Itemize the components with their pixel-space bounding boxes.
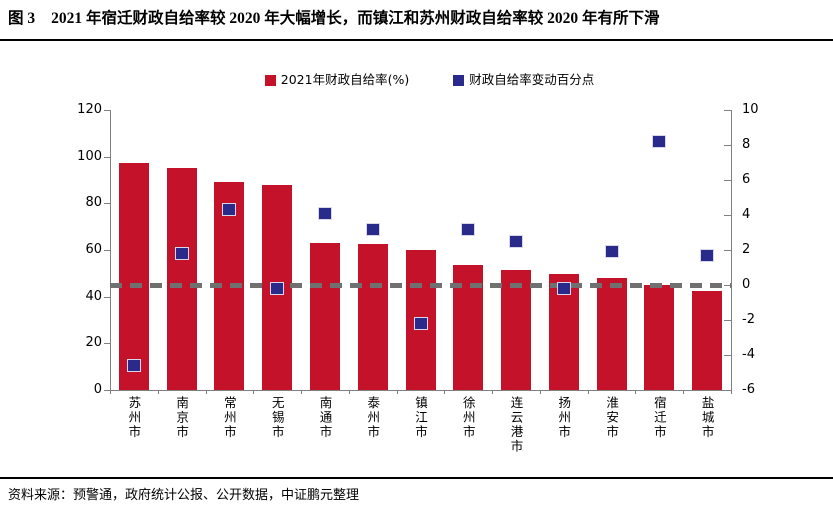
x-axis-label-无锡市: 无锡市 — [269, 396, 285, 440]
y-left-tick-label: 0 — [93, 382, 102, 397]
y-right-tick — [724, 320, 731, 321]
y-right-tick-label: 10 — [742, 102, 759, 117]
change-marker-南通市 — [317, 206, 332, 220]
change-marker-镇江市 — [413, 317, 428, 330]
x-axis-line — [110, 390, 732, 391]
y-right-tick-label: 6 — [742, 172, 751, 187]
bar-盐城市 — [692, 290, 723, 390]
x-axis-tick — [348, 390, 350, 394]
legend-bar-swatch-icon — [264, 74, 276, 86]
change-marker-宿迁市 — [652, 135, 667, 148]
bar-连云港市 — [501, 270, 532, 390]
data-source: 资料来源：预警通，政府统计公报、公开数据，中证鹏元整理 — [8, 488, 360, 503]
x-axis-label-南京市: 南京市 — [174, 396, 190, 440]
x-axis-tick — [587, 390, 589, 394]
x-axis-label-苏州市: 苏州市 — [126, 396, 142, 440]
y-left-tick — [104, 156, 110, 158]
y-right-tick-label: 2 — [742, 242, 751, 257]
change-marker-常州市 — [222, 203, 237, 217]
change-marker-泰州市 — [365, 222, 380, 236]
y-right-tick — [724, 390, 731, 391]
legend-item-marker: 财政自给率变动百分点 — [453, 71, 594, 89]
y-right-tick-label: 8 — [742, 137, 751, 152]
title-divider — [0, 39, 833, 41]
y-axis-right-line — [731, 110, 732, 390]
x-axis-tick — [205, 390, 207, 394]
y-left-tick — [104, 343, 110, 345]
bar-苏州市 — [118, 163, 149, 390]
y-right-tick-label: -2 — [742, 312, 755, 327]
y-right-tick-label: 4 — [742, 207, 751, 222]
y-right-tick — [724, 180, 731, 181]
change-marker-徐州市 — [461, 222, 476, 236]
y-left-tick — [104, 296, 110, 298]
y-right-tick-label: -4 — [742, 347, 755, 362]
change-marker-扬州市 — [556, 282, 571, 295]
x-axis-label-淮安市: 淮安市 — [604, 396, 620, 440]
x-axis-tick — [683, 390, 685, 394]
y-left-tick — [104, 203, 110, 205]
y-left-tick-label: 120 — [77, 102, 102, 117]
legend-marker-label: 财政自给率变动百分点 — [469, 72, 595, 87]
legend-marker-swatch-icon — [453, 74, 465, 86]
y-right-tick-label: 0 — [742, 277, 751, 292]
x-axis-tick — [396, 390, 398, 394]
x-axis-label-镇江市: 镇江市 — [413, 396, 428, 440]
x-axis-tick — [301, 390, 303, 394]
change-marker-无锡市 — [270, 282, 285, 295]
change-marker-苏州市 — [126, 359, 141, 372]
legend-item-bar: 2021年财政自给率(%) — [264, 71, 410, 89]
y-right-tick — [724, 110, 731, 111]
x-axis-tick — [539, 390, 541, 394]
x-axis-tick — [635, 390, 637, 394]
footer-divider — [0, 477, 833, 479]
zero-reference-dashed-line — [110, 282, 731, 288]
change-marker-淮安市 — [604, 245, 619, 259]
x-axis-label-常州市: 常州市 — [221, 396, 237, 440]
x-axis-tick — [444, 390, 446, 394]
legend-bar-label: 2021年财政自给率(%) — [280, 72, 410, 87]
y-axis-left-line — [110, 110, 111, 390]
x-axis-label-连云港市: 连云港市 — [508, 396, 524, 454]
y-right-tick — [724, 250, 731, 251]
y-left-tick-label: 80 — [85, 195, 102, 211]
y-left-tick — [104, 390, 110, 391]
y-left-tick — [104, 250, 110, 251]
bar-宿迁市 — [644, 285, 675, 390]
figure-title-text: 2021 年宿迁财政自给率较 2020 年大幅增长，而镇江和苏州财政自给率较 2… — [51, 10, 660, 27]
x-axis-label-南通市: 南通市 — [317, 396, 333, 440]
x-axis-label-徐州市: 徐州市 — [460, 396, 476, 440]
x-axis-label-泰州市: 泰州市 — [365, 396, 381, 440]
y-left-tick-label: 100 — [77, 148, 102, 164]
x-axis-tick — [110, 390, 111, 394]
y-left-tick-label: 20 — [85, 335, 102, 351]
x-axis-tick — [157, 390, 159, 394]
figure-number: 图 3 — [8, 10, 36, 27]
x-axis-tick — [731, 390, 732, 394]
bar-淮安市 — [596, 278, 627, 390]
bar-南通市 — [309, 242, 340, 390]
y-right-tick — [724, 215, 731, 216]
bar-泰州市 — [357, 243, 388, 390]
x-axis-tick — [492, 390, 494, 394]
y-left-tick-label: 60 — [85, 242, 102, 257]
bar-南京市 — [166, 167, 197, 390]
figure-title: 图 3 2021 年宿迁财政自给率较 2020 年大幅增长，而镇江和苏州财政自给率… — [8, 8, 825, 30]
change-marker-连云港市 — [509, 234, 524, 248]
x-axis-label-宿迁市: 宿迁市 — [651, 396, 667, 440]
x-axis-label-扬州市: 扬州市 — [556, 396, 572, 440]
change-marker-南京市 — [174, 247, 189, 260]
y-right-tick — [724, 355, 731, 356]
change-marker-盐城市 — [700, 248, 715, 262]
y-right-tick — [724, 145, 731, 146]
x-axis-tick — [253, 390, 255, 394]
y-left-tick — [104, 110, 110, 111]
y-left-tick-label: 40 — [85, 288, 102, 304]
y-right-tick-label: -6 — [742, 382, 755, 397]
x-axis-label-盐城市: 盐城市 — [699, 396, 715, 440]
chart-legend: 2021年财政自给率(%) 财政自给率变动百分点 — [0, 71, 833, 89]
